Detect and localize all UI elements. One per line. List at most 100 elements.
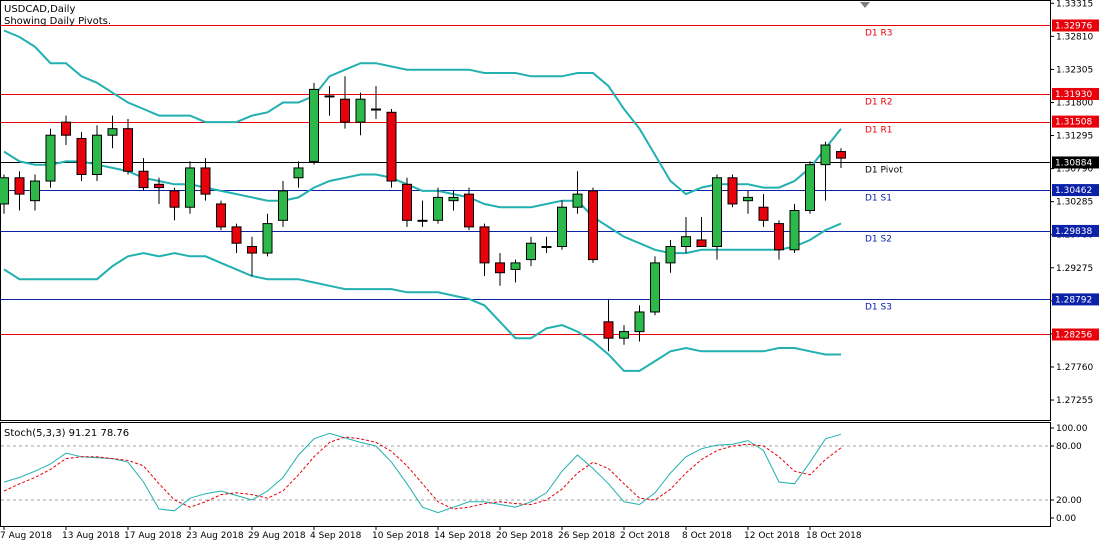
- price-tick-label: 1.29275: [1056, 264, 1093, 274]
- pivot-price-tag: [1052, 184, 1099, 197]
- candle: [247, 236, 257, 276]
- stochastic-oscillator: [1, 432, 1050, 514]
- pivot-price-tag: [1052, 224, 1099, 237]
- candle-body-bull: [541, 246, 552, 249]
- candle-body-bull: [448, 196, 459, 202]
- candle-body-bull: [262, 223, 273, 254]
- candle-body-bear: [696, 239, 707, 248]
- candle: [386, 109, 397, 188]
- candle-body-bull: [820, 144, 831, 166]
- price-axis: 1.33315 1.32810 1.32305 1.31800 1.31295 1.307…: [1050, 0, 1099, 406]
- candle-body-bear: [479, 226, 490, 264]
- candle-body-bear: [464, 193, 474, 228]
- symbol-label: USDCAD,Daily: [4, 4, 75, 15]
- candle: [603, 298, 614, 352]
- candle-body-bull: [805, 164, 815, 211]
- candle-body-bull: [185, 167, 195, 208]
- time-tick-label: 23 Aug 2018: [186, 531, 244, 541]
- stoch-main-line: [3, 432, 842, 514]
- candle-body-bear: [774, 223, 784, 251]
- time-tick-label: 12 Oct 2018: [744, 531, 800, 541]
- candle: [510, 259, 521, 283]
- pivot-price-tag: [1052, 156, 1099, 169]
- candle: [355, 92, 366, 136]
- candle: [293, 161, 304, 188]
- candle: [479, 223, 490, 276]
- candle: [433, 187, 443, 224]
- candle-body-bear: [76, 137, 87, 175]
- candle: [495, 253, 505, 286]
- candle-body-bull: [324, 95, 335, 98]
- candle: [696, 217, 707, 248]
- candle: [76, 131, 87, 182]
- candle: [665, 239, 676, 273]
- candle-body-bear: [123, 128, 133, 172]
- candle-body-bull: [634, 311, 645, 333]
- candle: [743, 190, 753, 214]
- candle: [107, 115, 118, 149]
- stoch-tick-label: 0.00: [1056, 514, 1076, 524]
- candle: [262, 213, 273, 257]
- candle-body-bear: [603, 321, 614, 339]
- pivot-price-tag: [1052, 19, 1099, 32]
- candle: [154, 177, 164, 204]
- price-tick-label: 1.27760: [1056, 363, 1093, 373]
- pivot-label: D1 S3: [865, 303, 892, 313]
- candle: [634, 305, 645, 342]
- candle-body-bull: [309, 88, 319, 162]
- time-tick-label: 10 Sep 2018: [372, 531, 429, 541]
- pivot-price-tag-label: 1.29838: [1055, 227, 1092, 237]
- candle-body-bull: [107, 128, 118, 136]
- candle: [309, 82, 319, 165]
- candle: [712, 174, 722, 260]
- candle-body-bull: [665, 246, 676, 264]
- candle: [185, 161, 195, 214]
- candle: [14, 171, 25, 211]
- candle-body-bull: [557, 206, 567, 248]
- candle: [30, 174, 40, 211]
- candle: [216, 200, 226, 231]
- candle-body-bull: [0, 177, 9, 205]
- candle: [774, 220, 784, 260]
- chart-shift-marker-icon[interactable]: [860, 2, 870, 8]
- time-tick-label: 26 Sep 2018: [558, 531, 615, 541]
- candle-body-bull: [712, 177, 722, 248]
- candle: [836, 148, 846, 168]
- candle-body-bull: [278, 190, 288, 221]
- candles: [0, 76, 846, 352]
- pivot-label: D1 R1: [865, 126, 893, 136]
- candle: [417, 200, 428, 227]
- time-tick-label: 4 Sep 2018: [310, 531, 362, 541]
- candle-body-bull: [789, 210, 800, 251]
- candle: [464, 187, 474, 231]
- candle: [402, 177, 412, 227]
- stoch-frame: [0, 422, 1051, 527]
- candle-body-bull: [510, 262, 521, 270]
- candle-body-bull: [355, 98, 366, 123]
- candle-body-bear: [138, 170, 149, 189]
- candle-body-bull: [433, 196, 443, 221]
- pivot-price-tag-label: 1.30884: [1055, 158, 1092, 168]
- candle: [0, 174, 9, 214]
- time-tick-label: 2 Oct 2018: [620, 531, 670, 541]
- candle: [588, 187, 598, 263]
- candle: [45, 128, 56, 188]
- candle: [123, 118, 133, 175]
- time-tick-label: 20 Sep 2018: [496, 531, 553, 541]
- candle-body-bull: [743, 196, 753, 202]
- candle-body-bear: [216, 203, 226, 228]
- candle-body-bull: [681, 236, 691, 248]
- candle-body-bull: [526, 242, 536, 261]
- candle-body-bull: [45, 134, 56, 182]
- candle-body-bull: [619, 331, 629, 339]
- price-tick-label: 1.30285: [1056, 198, 1093, 208]
- candle-body-bear: [340, 98, 350, 123]
- candle: [619, 325, 629, 345]
- candle-body-bear: [61, 121, 71, 136]
- candle-body-bull: [293, 167, 304, 179]
- candle: [371, 86, 381, 119]
- stoch-tick-label: 20.00: [1056, 496, 1082, 506]
- pivot-label: D1 Pivot: [865, 166, 903, 176]
- pivot-price-tag-label: 1.28792: [1055, 295, 1092, 305]
